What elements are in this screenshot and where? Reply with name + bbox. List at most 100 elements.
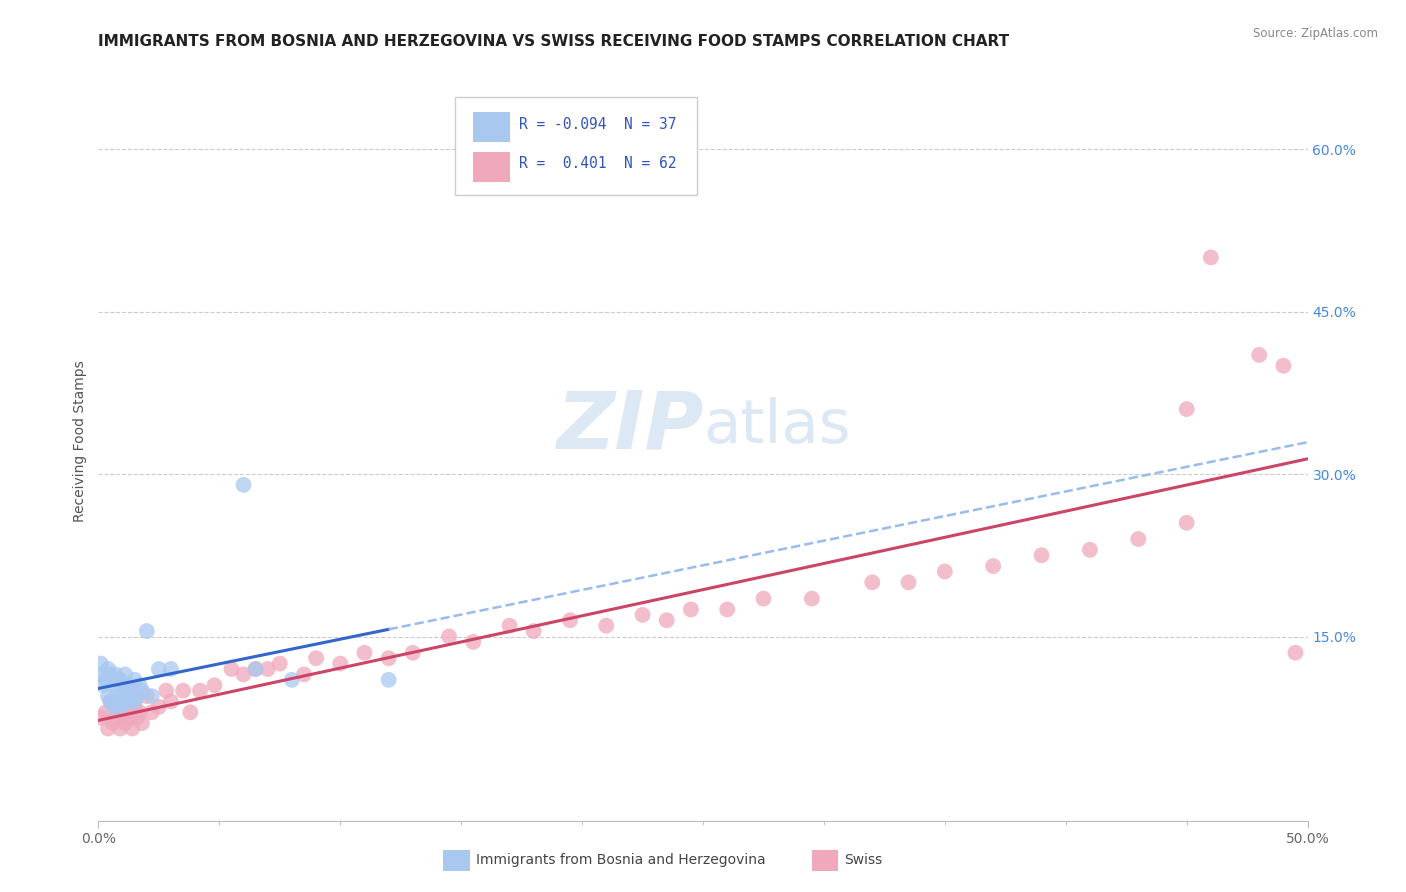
Point: [897, 575, 920, 590]
Point: [204, 678, 226, 692]
Point: [124, 694, 146, 708]
Point: [523, 624, 546, 639]
Point: [104, 689, 127, 703]
Point: [141, 706, 163, 720]
Point: [131, 716, 153, 731]
FancyBboxPatch shape: [474, 152, 509, 182]
Point: [107, 699, 129, 714]
Point: [135, 624, 157, 639]
Point: [281, 673, 304, 687]
Point: [377, 673, 399, 687]
Point: [329, 657, 352, 671]
Point: [118, 711, 141, 725]
Point: [1031, 548, 1053, 563]
Point: [118, 689, 141, 703]
Point: [155, 683, 177, 698]
Point: [981, 559, 1004, 574]
Point: [1128, 532, 1150, 546]
Point: [111, 678, 134, 692]
Point: [117, 678, 139, 692]
Point: [232, 667, 254, 681]
Point: [104, 667, 127, 681]
Point: [97, 722, 120, 736]
Point: [232, 478, 254, 492]
Point: [127, 711, 149, 725]
Text: IMMIGRANTS FROM BOSNIA AND HERZEGOVINA VS SWISS RECEIVING FOOD STAMPS CORRELATIO: IMMIGRANTS FROM BOSNIA AND HERZEGOVINA V…: [98, 34, 1010, 49]
Point: [128, 678, 150, 692]
Point: [90, 667, 112, 681]
Point: [100, 694, 122, 708]
Point: [104, 711, 127, 725]
Text: Immigrants from Bosnia and Herzegovina: Immigrants from Bosnia and Herzegovina: [475, 853, 765, 867]
Point: [148, 662, 170, 676]
Point: [256, 662, 278, 676]
Point: [148, 699, 170, 714]
Point: [108, 722, 131, 736]
Text: Swiss: Swiss: [845, 853, 883, 867]
Point: [188, 683, 211, 698]
Point: [631, 607, 654, 622]
Point: [1199, 251, 1222, 265]
Point: [97, 662, 120, 676]
Point: [100, 694, 122, 708]
Point: [1175, 402, 1198, 417]
Point: [1175, 516, 1198, 530]
Point: [114, 689, 136, 703]
Text: Source: ZipAtlas.com: Source: ZipAtlas.com: [1253, 27, 1378, 40]
Text: R = -0.094  N = 37: R = -0.094 N = 37: [519, 117, 676, 132]
Point: [111, 694, 134, 708]
Point: [94, 673, 117, 687]
Point: [124, 699, 146, 714]
Point: [128, 706, 150, 720]
Point: [269, 657, 291, 671]
Point: [353, 646, 375, 660]
Text: R =  0.401  N = 62: R = 0.401 N = 62: [519, 156, 676, 171]
Point: [90, 657, 112, 671]
FancyBboxPatch shape: [443, 850, 470, 871]
Point: [121, 722, 143, 736]
Point: [160, 662, 183, 676]
Point: [107, 678, 129, 692]
Point: [114, 667, 136, 681]
Point: [97, 689, 120, 703]
Point: [1078, 542, 1101, 557]
Point: [800, 591, 823, 606]
Point: [655, 613, 678, 627]
Point: [117, 694, 139, 708]
Point: [131, 683, 153, 698]
Point: [111, 711, 134, 725]
Point: [221, 662, 243, 676]
Text: atlas: atlas: [703, 397, 851, 456]
Point: [437, 630, 460, 644]
Point: [90, 711, 112, 725]
Point: [716, 602, 738, 616]
Point: [100, 667, 122, 681]
Point: [402, 646, 425, 660]
Point: [679, 602, 702, 616]
Point: [463, 635, 485, 649]
Point: [305, 651, 328, 665]
Point: [1272, 359, 1295, 373]
Point: [117, 706, 139, 720]
Y-axis label: Receiving Food Stamps: Receiving Food Stamps: [73, 360, 87, 523]
Point: [114, 716, 136, 731]
Point: [108, 699, 131, 714]
Point: [245, 662, 267, 676]
Point: [752, 591, 775, 606]
Point: [107, 694, 129, 708]
Point: [292, 667, 315, 681]
Point: [101, 699, 124, 714]
Point: [94, 706, 117, 720]
Point: [91, 678, 114, 692]
Point: [127, 689, 149, 703]
Point: [934, 565, 956, 579]
Point: [595, 618, 617, 632]
Point: [101, 673, 124, 687]
Point: [160, 694, 183, 708]
Point: [860, 575, 883, 590]
Point: [124, 673, 146, 687]
Point: [101, 716, 124, 731]
Point: [558, 613, 581, 627]
FancyBboxPatch shape: [811, 850, 838, 871]
Point: [141, 689, 163, 703]
